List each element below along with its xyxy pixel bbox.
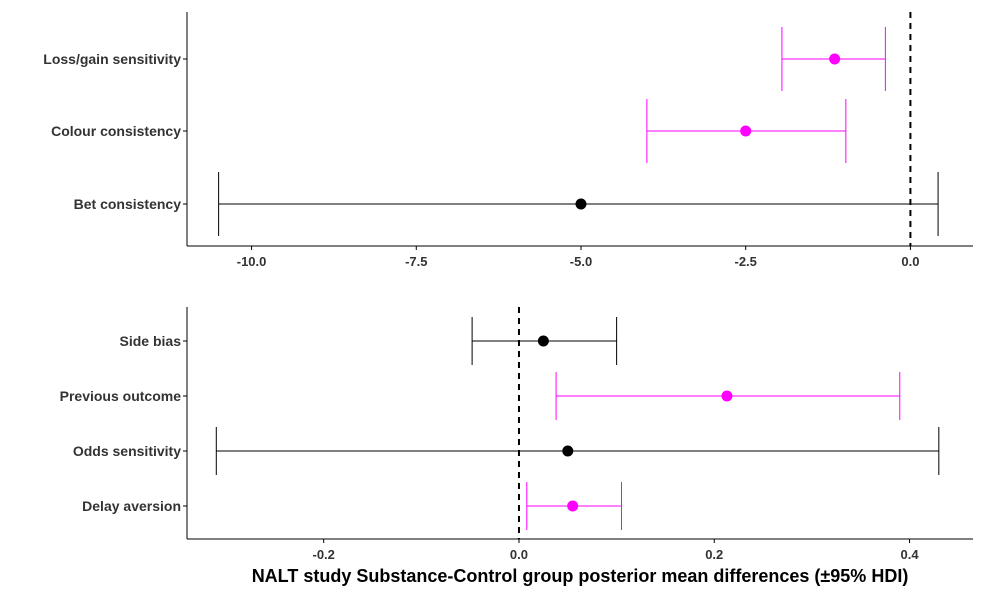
data-point-group: Colour consistency: [51, 99, 847, 163]
x-tick-label: -5.0: [570, 254, 592, 269]
x-tick-label: -10.0: [237, 254, 267, 269]
x-tick-label: 0.0: [901, 254, 919, 269]
posterior-mean-point: [567, 500, 579, 512]
data-point-group: Previous outcome: [60, 372, 901, 420]
posterior-mean-point: [829, 53, 841, 65]
data-point-group: Odds sensitivity: [73, 427, 940, 475]
x-axis-title: NALT study Substance-Control group poste…: [252, 566, 909, 586]
x-tick-label: 0.4: [900, 547, 919, 562]
category-label: Previous outcome: [60, 388, 182, 404]
x-tick-label: -7.5: [405, 254, 427, 269]
posterior-mean-point: [721, 390, 733, 402]
posterior-mean-point: [537, 335, 549, 347]
data-point-group: Bet consistency: [74, 172, 939, 236]
category-label: Bet consistency: [74, 196, 182, 212]
posterior-mean-point: [740, 125, 752, 137]
x-tick-label: -0.2: [312, 547, 334, 562]
data-point-group: Delay aversion: [82, 482, 622, 530]
panel-top: -10.0 -7.5 -5.0 -2.5 0.0 Loss/gain sensitivit…: [43, 12, 973, 269]
data-point-group: Side bias: [120, 317, 618, 365]
category-label: Odds sensitivity: [73, 443, 181, 459]
category-label: Loss/gain sensitivity: [43, 51, 181, 67]
data-point-group: Loss/gain sensitivity: [43, 27, 886, 91]
category-label: Colour consistency: [51, 123, 181, 139]
category-label: Side bias: [120, 333, 182, 349]
panel-bottom: -0.2 0.0 0.2 0.4 Side bias Previous outcome Od…: [60, 307, 973, 562]
posterior-mean-point: [562, 445, 574, 457]
x-tick-label: 0.2: [705, 547, 723, 562]
posterior-mean-point: [575, 198, 587, 210]
category-label: Delay aversion: [82, 498, 181, 514]
x-tick-label: -2.5: [734, 254, 756, 269]
x-tick-label: 0.0: [510, 547, 528, 562]
